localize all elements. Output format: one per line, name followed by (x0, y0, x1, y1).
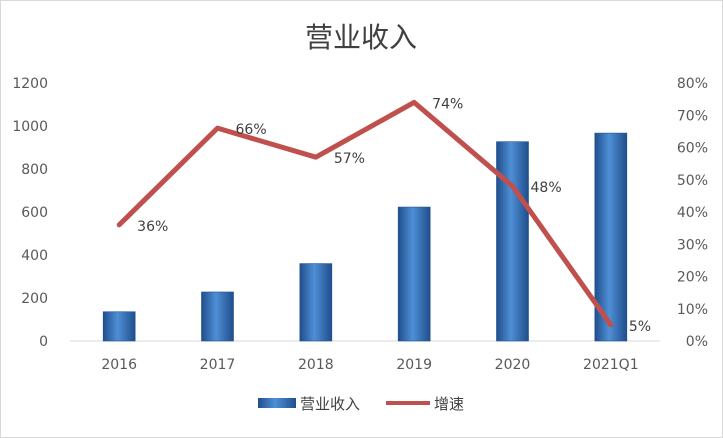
y-right-tick-label: 50% (677, 173, 708, 189)
bar (201, 291, 234, 342)
x-axis: 2016 2017 2018 2019 2020 2021Q1 (101, 357, 638, 373)
bar (594, 132, 628, 342)
legend-swatch-bar (258, 398, 296, 408)
y-right-axis: 0% 10% 20% 30% 40% 50% 60% 70% 80% (677, 76, 708, 350)
legend-label-line: 增速 (434, 395, 464, 413)
x-tick-label: 2021Q1 (583, 357, 639, 373)
data-label: 57% (334, 151, 365, 167)
y-left-tick-label: 1000 (12, 119, 48, 135)
y-right-tick-label: 0% (686, 334, 708, 350)
y-left-tick-label: 1200 (12, 76, 48, 92)
legend-label-bar: 营业收入 (300, 395, 360, 413)
bar (102, 311, 136, 342)
y-right-tick-label: 20% (677, 270, 708, 286)
y-right-tick-label: 80% (677, 76, 708, 92)
y-left-tick-label: 0 (39, 334, 48, 350)
legend: 营业收入 增速 (258, 395, 464, 413)
data-label: 66% (236, 122, 267, 138)
x-tick-label: 2020 (495, 357, 531, 373)
x-tick-label: 2016 (101, 357, 137, 373)
bar (299, 263, 333, 342)
y-right-tick-label: 60% (677, 141, 708, 157)
y-left-tick-label: 200 (21, 291, 48, 307)
y-right-tick-label: 10% (677, 302, 708, 318)
y-left-axis: 0 200 400 600 800 1000 1200 (12, 76, 48, 350)
x-tick-label: 2018 (298, 357, 334, 373)
chart-title: 营业收入 (305, 21, 417, 54)
bar (397, 206, 431, 342)
x-tick-label: 2017 (200, 357, 236, 373)
y-left-tick-label: 800 (21, 162, 48, 178)
data-label: 48% (531, 180, 562, 196)
y-right-tick-label: 30% (677, 237, 708, 253)
y-right-tick-label: 40% (677, 205, 708, 221)
y-right-tick-label: 70% (677, 108, 708, 124)
y-left-tick-label: 400 (21, 248, 48, 264)
line-series: 36% 66% 57% 74% 48% 5% (116, 96, 651, 335)
data-label: 5% (629, 319, 651, 335)
growth-line (116, 99, 614, 328)
x-tick-label: 2019 (396, 357, 432, 373)
y-left-tick-label: 600 (21, 205, 48, 221)
bar (496, 141, 529, 342)
data-label: 74% (432, 96, 463, 112)
data-label: 36% (137, 219, 168, 235)
